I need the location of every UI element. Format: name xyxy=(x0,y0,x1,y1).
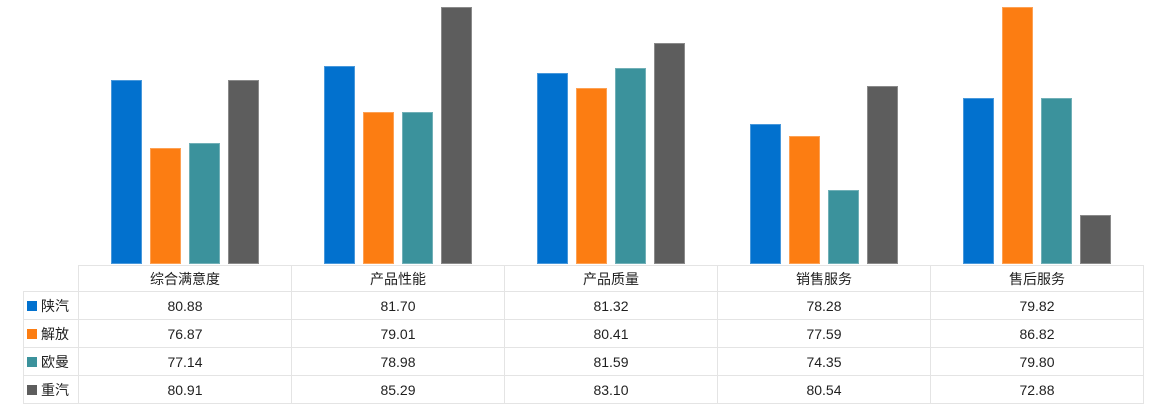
value-cell: 78.28 xyxy=(717,291,931,320)
column-header: 售后服务 xyxy=(930,265,1144,292)
table-row: 解放 76.87 79.01 80.41 77.59 86.82 xyxy=(23,319,1144,348)
series-name: 解放 xyxy=(41,325,69,342)
row-label-cell: 欧曼 xyxy=(23,347,79,376)
column-header: 产品性能 xyxy=(291,265,505,292)
bar-group-2 xyxy=(291,7,504,264)
bar xyxy=(615,68,646,264)
row-label-cell: 陕汽 xyxy=(23,291,79,320)
bar-group-4 xyxy=(718,7,931,264)
bar xyxy=(323,66,355,264)
bar xyxy=(576,88,607,264)
value-cell: 79.80 xyxy=(930,347,1144,376)
bar-group-3 xyxy=(504,7,717,264)
bar xyxy=(362,112,394,264)
bar xyxy=(188,143,220,264)
value-cell: 86.82 xyxy=(930,319,1144,348)
plot-area xyxy=(78,7,1144,264)
series-name: 欧曼 xyxy=(41,353,69,370)
row-label-cell: 重汽 xyxy=(23,375,79,404)
value-cell: 81.59 xyxy=(504,347,718,376)
table-row: 欧曼 77.14 78.98 81.59 74.35 79.80 xyxy=(23,347,1144,376)
legend-entry: 欧曼 xyxy=(24,352,78,372)
value-cell: 83.10 xyxy=(504,375,718,404)
value-cell: 80.88 xyxy=(78,291,292,320)
value-cell: 76.87 xyxy=(78,319,292,348)
data-table-body: 陕汽 80.88 81.70 81.32 78.28 79.82 解放 76.87 79.01 8… xyxy=(23,291,1144,404)
bar xyxy=(227,80,259,264)
table-row: 陕汽 80.88 81.70 81.32 78.28 79.82 xyxy=(23,291,1144,320)
bar xyxy=(1080,215,1112,264)
bar xyxy=(440,7,472,264)
bar-group-1 xyxy=(78,7,291,264)
value-cell: 77.14 xyxy=(78,347,292,376)
value-cell: 80.41 xyxy=(504,319,718,348)
bar xyxy=(1041,98,1073,264)
column-header: 综合满意度 xyxy=(78,265,292,292)
value-cell: 80.54 xyxy=(717,375,931,404)
value-cell: 81.32 xyxy=(504,291,718,320)
legend-entry: 陕汽 xyxy=(24,296,78,316)
bar xyxy=(401,112,433,264)
bar xyxy=(654,43,685,264)
corner-cell xyxy=(23,265,79,292)
value-cell: 78.98 xyxy=(291,347,505,376)
value-cell: 79.82 xyxy=(930,291,1144,320)
data-table-header: 综合满意度 产品性能 产品质量 销售服务 售后服务 xyxy=(23,265,1144,292)
value-cell: 77.59 xyxy=(717,319,931,348)
column-header: 产品质量 xyxy=(504,265,718,292)
value-cell: 79.01 xyxy=(291,319,505,348)
bar xyxy=(110,80,142,264)
bar xyxy=(537,73,568,264)
legend-swatch-icon xyxy=(27,328,37,339)
series-name: 重汽 xyxy=(41,381,69,398)
bar xyxy=(1002,7,1034,264)
legend-entry: 重汽 xyxy=(24,380,78,400)
bar xyxy=(149,148,181,264)
column-header: 销售服务 xyxy=(717,265,931,292)
bar xyxy=(789,136,821,264)
row-label-cell: 解放 xyxy=(23,319,79,348)
legend-swatch-icon xyxy=(27,300,37,311)
bar xyxy=(828,190,860,264)
value-cell: 85.29 xyxy=(291,375,505,404)
table-row: 重汽 80.91 85.29 83.10 80.54 72.88 xyxy=(23,375,1144,404)
value-cell: 72.88 xyxy=(930,375,1144,404)
value-cell: 74.35 xyxy=(717,347,931,376)
legend-swatch-icon xyxy=(27,384,37,395)
legend-swatch-icon xyxy=(27,356,37,367)
bar xyxy=(750,124,782,264)
legend-entry: 解放 xyxy=(24,324,78,344)
bar xyxy=(867,86,899,264)
data-table: 综合满意度 产品性能 产品质量 销售服务 售后服务 陕汽 80.88 81.70 81.32 7… xyxy=(23,265,1144,404)
value-cell: 80.91 xyxy=(78,375,292,404)
bar-group-5 xyxy=(931,7,1144,264)
value-cell: 81.70 xyxy=(291,291,505,320)
bar xyxy=(963,98,995,264)
header-row: 综合满意度 产品性能 产品质量 销售服务 售后服务 xyxy=(23,265,1144,292)
series-name: 陕汽 xyxy=(41,297,69,314)
